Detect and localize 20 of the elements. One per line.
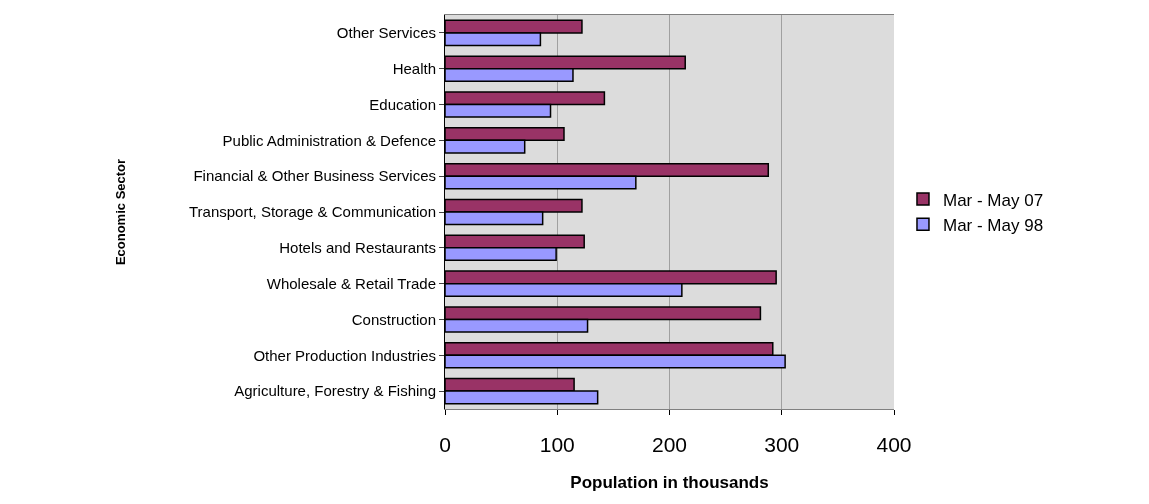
x-tick-label: 300	[764, 433, 800, 457]
y-axis-title: Economic Sector	[112, 158, 128, 266]
y-tick-label: Other Production Industries	[253, 346, 436, 364]
x-tick-label: 400	[876, 433, 912, 457]
y-tick-label: Health	[392, 59, 436, 77]
y-tick-label: Public Administration & Defence	[222, 131, 436, 149]
x-tick-label: 0	[439, 433, 451, 457]
y-tick-label: Wholesale & Retail Trade	[266, 274, 436, 292]
y-tick-label: Financial & Other Business Services	[193, 167, 436, 185]
x-axis-title: Population in thousands	[570, 472, 769, 492]
y-tick-label: Hotels and Restaurants	[279, 239, 436, 257]
legend-label: Mar - May 07	[942, 190, 1044, 210]
x-tick-label: 100	[539, 433, 575, 457]
y-tick-label: Construction	[351, 310, 436, 328]
y-tick-label: Education	[369, 95, 436, 113]
y-tick-label: Agriculture, Forestry & Fishing	[234, 382, 436, 400]
y-tick-label: Other Services	[336, 24, 436, 42]
y-tick-label: Transport, Storage & Communication	[188, 203, 436, 221]
x-tick-label: 200	[651, 433, 688, 457]
legend-label: Mar - May 98	[942, 215, 1044, 235]
